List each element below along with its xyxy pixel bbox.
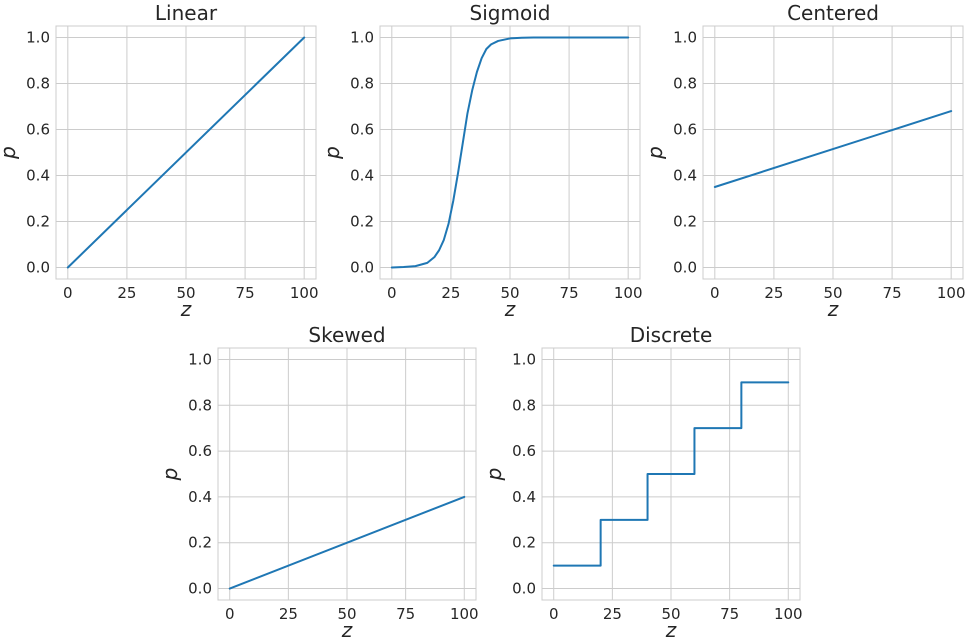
subplot-sigmoid: 0 25 50 75 100 0.0 0.2 0.4 0.6 0.8 1.0 Sigmoid z p <box>320 1 643 321</box>
y-tick-label: 0.2 <box>512 534 536 552</box>
x-axis-label: z <box>827 297 839 321</box>
x-tick-label: 75 <box>396 605 415 623</box>
subplot-title: Centered <box>787 1 879 25</box>
subplot-centered: 0 25 50 75 100 0.0 0.2 0.4 0.6 0.8 1.0 Centered z p <box>643 1 966 321</box>
x-axis-label: z <box>665 618 677 640</box>
series-line <box>552 381 790 567</box>
subplot-title: Discrete <box>630 323 713 347</box>
y-axis-label: p <box>320 146 344 160</box>
x-tick-label: 50 <box>176 284 195 302</box>
plot-frame <box>702 25 964 280</box>
y-tick-label: 0.2 <box>188 534 212 552</box>
y-tick-label: 0.0 <box>512 580 536 598</box>
subplot-linear: 0 25 50 75 100 0.0 0.2 0.4 0.6 0.8 1.0 Linear z p <box>0 1 319 321</box>
plot-frame <box>217 347 477 601</box>
x-tick-label: 0 <box>549 605 559 623</box>
x-tick-label: 25 <box>117 284 136 302</box>
y-tick-label: 0.8 <box>188 396 212 414</box>
x-tick-label: 100 <box>614 284 643 302</box>
y-tick-label: 0.4 <box>350 167 374 185</box>
x-tick-label: 100 <box>774 605 803 623</box>
x-axis-label: z <box>341 618 353 640</box>
y-axis-label: p <box>158 468 182 482</box>
y-tick-label: 1.0 <box>188 350 212 368</box>
y-tick-label: 1.0 <box>512 350 536 368</box>
subplot-title: Linear <box>155 1 218 25</box>
series-line <box>390 36 630 269</box>
subplot-title: Skewed <box>308 323 385 347</box>
y-tick-label: 0.6 <box>673 121 697 139</box>
y-axis-label: p <box>482 468 506 482</box>
x-tick-label: 50 <box>337 605 356 623</box>
series-line <box>713 110 953 188</box>
x-tick-label: 0 <box>225 605 235 623</box>
y-axis-label: p <box>0 146 20 160</box>
x-axis-label: z <box>180 297 192 321</box>
subplot-discrete: 0 25 50 75 100 0.0 0.2 0.4 0.6 0.8 1.0 Discrete z p <box>482 323 803 640</box>
y-tick-label: 0.6 <box>512 442 536 460</box>
y-tick-label: 0.2 <box>350 213 374 231</box>
x-tick-label: 100 <box>450 605 479 623</box>
y-tick-label: 0.8 <box>673 75 697 93</box>
y-tick-label: 0.0 <box>26 259 50 277</box>
x-tick-label: 0 <box>710 284 720 302</box>
y-tick-label: 0.4 <box>188 488 212 506</box>
subplot-skewed: 0 25 50 75 100 0.0 0.2 0.4 0.6 0.8 1.0 Skewed z p <box>158 323 479 640</box>
plot-frame <box>541 347 801 601</box>
x-tick-label: 0 <box>63 284 73 302</box>
y-tick-label: 0.2 <box>26 213 50 231</box>
x-tick-label: 25 <box>279 605 298 623</box>
y-tick-label: 1.0 <box>350 29 374 47</box>
x-tick-label: 75 <box>720 605 739 623</box>
x-tick-label: 0 <box>387 284 397 302</box>
x-tick-label: 75 <box>883 284 902 302</box>
y-tick-label: 0.8 <box>512 396 536 414</box>
plot-frame <box>379 25 641 280</box>
y-tick-label: 0.0 <box>188 580 212 598</box>
y-tick-label: 0.0 <box>350 259 374 277</box>
y-tick-label: 0.6 <box>188 442 212 460</box>
y-tick-label: 1.0 <box>673 29 697 47</box>
x-tick-label: 25 <box>764 284 783 302</box>
x-tick-label: 100 <box>290 284 319 302</box>
y-tick-label: 0.6 <box>350 121 374 139</box>
y-tick-label: 0.4 <box>26 167 50 185</box>
y-tick-label: 0.6 <box>26 121 50 139</box>
y-tick-label: 0.8 <box>350 75 374 93</box>
y-tick-label: 0.2 <box>673 213 697 231</box>
plot-frame <box>55 25 317 280</box>
x-tick-label: 50 <box>661 605 680 623</box>
x-tick-label: 75 <box>560 284 579 302</box>
series-line <box>228 495 466 590</box>
x-axis-label: z <box>504 297 516 321</box>
y-tick-label: 0.4 <box>512 488 536 506</box>
x-tick-label: 50 <box>500 284 519 302</box>
y-tick-label: 0.4 <box>673 167 697 185</box>
y-tick-label: 0.0 <box>673 259 697 277</box>
x-tick-label: 50 <box>823 284 842 302</box>
y-tick-label: 0.8 <box>26 75 50 93</box>
y-axis-label: p <box>643 146 667 160</box>
x-tick-label: 75 <box>236 284 255 302</box>
x-tick-label: 25 <box>441 284 460 302</box>
x-tick-label: 25 <box>603 605 622 623</box>
series-line <box>66 36 306 269</box>
x-tick-label: 100 <box>937 284 966 302</box>
y-tick-label: 1.0 <box>26 29 50 47</box>
subplot-title: Sigmoid <box>470 1 551 25</box>
